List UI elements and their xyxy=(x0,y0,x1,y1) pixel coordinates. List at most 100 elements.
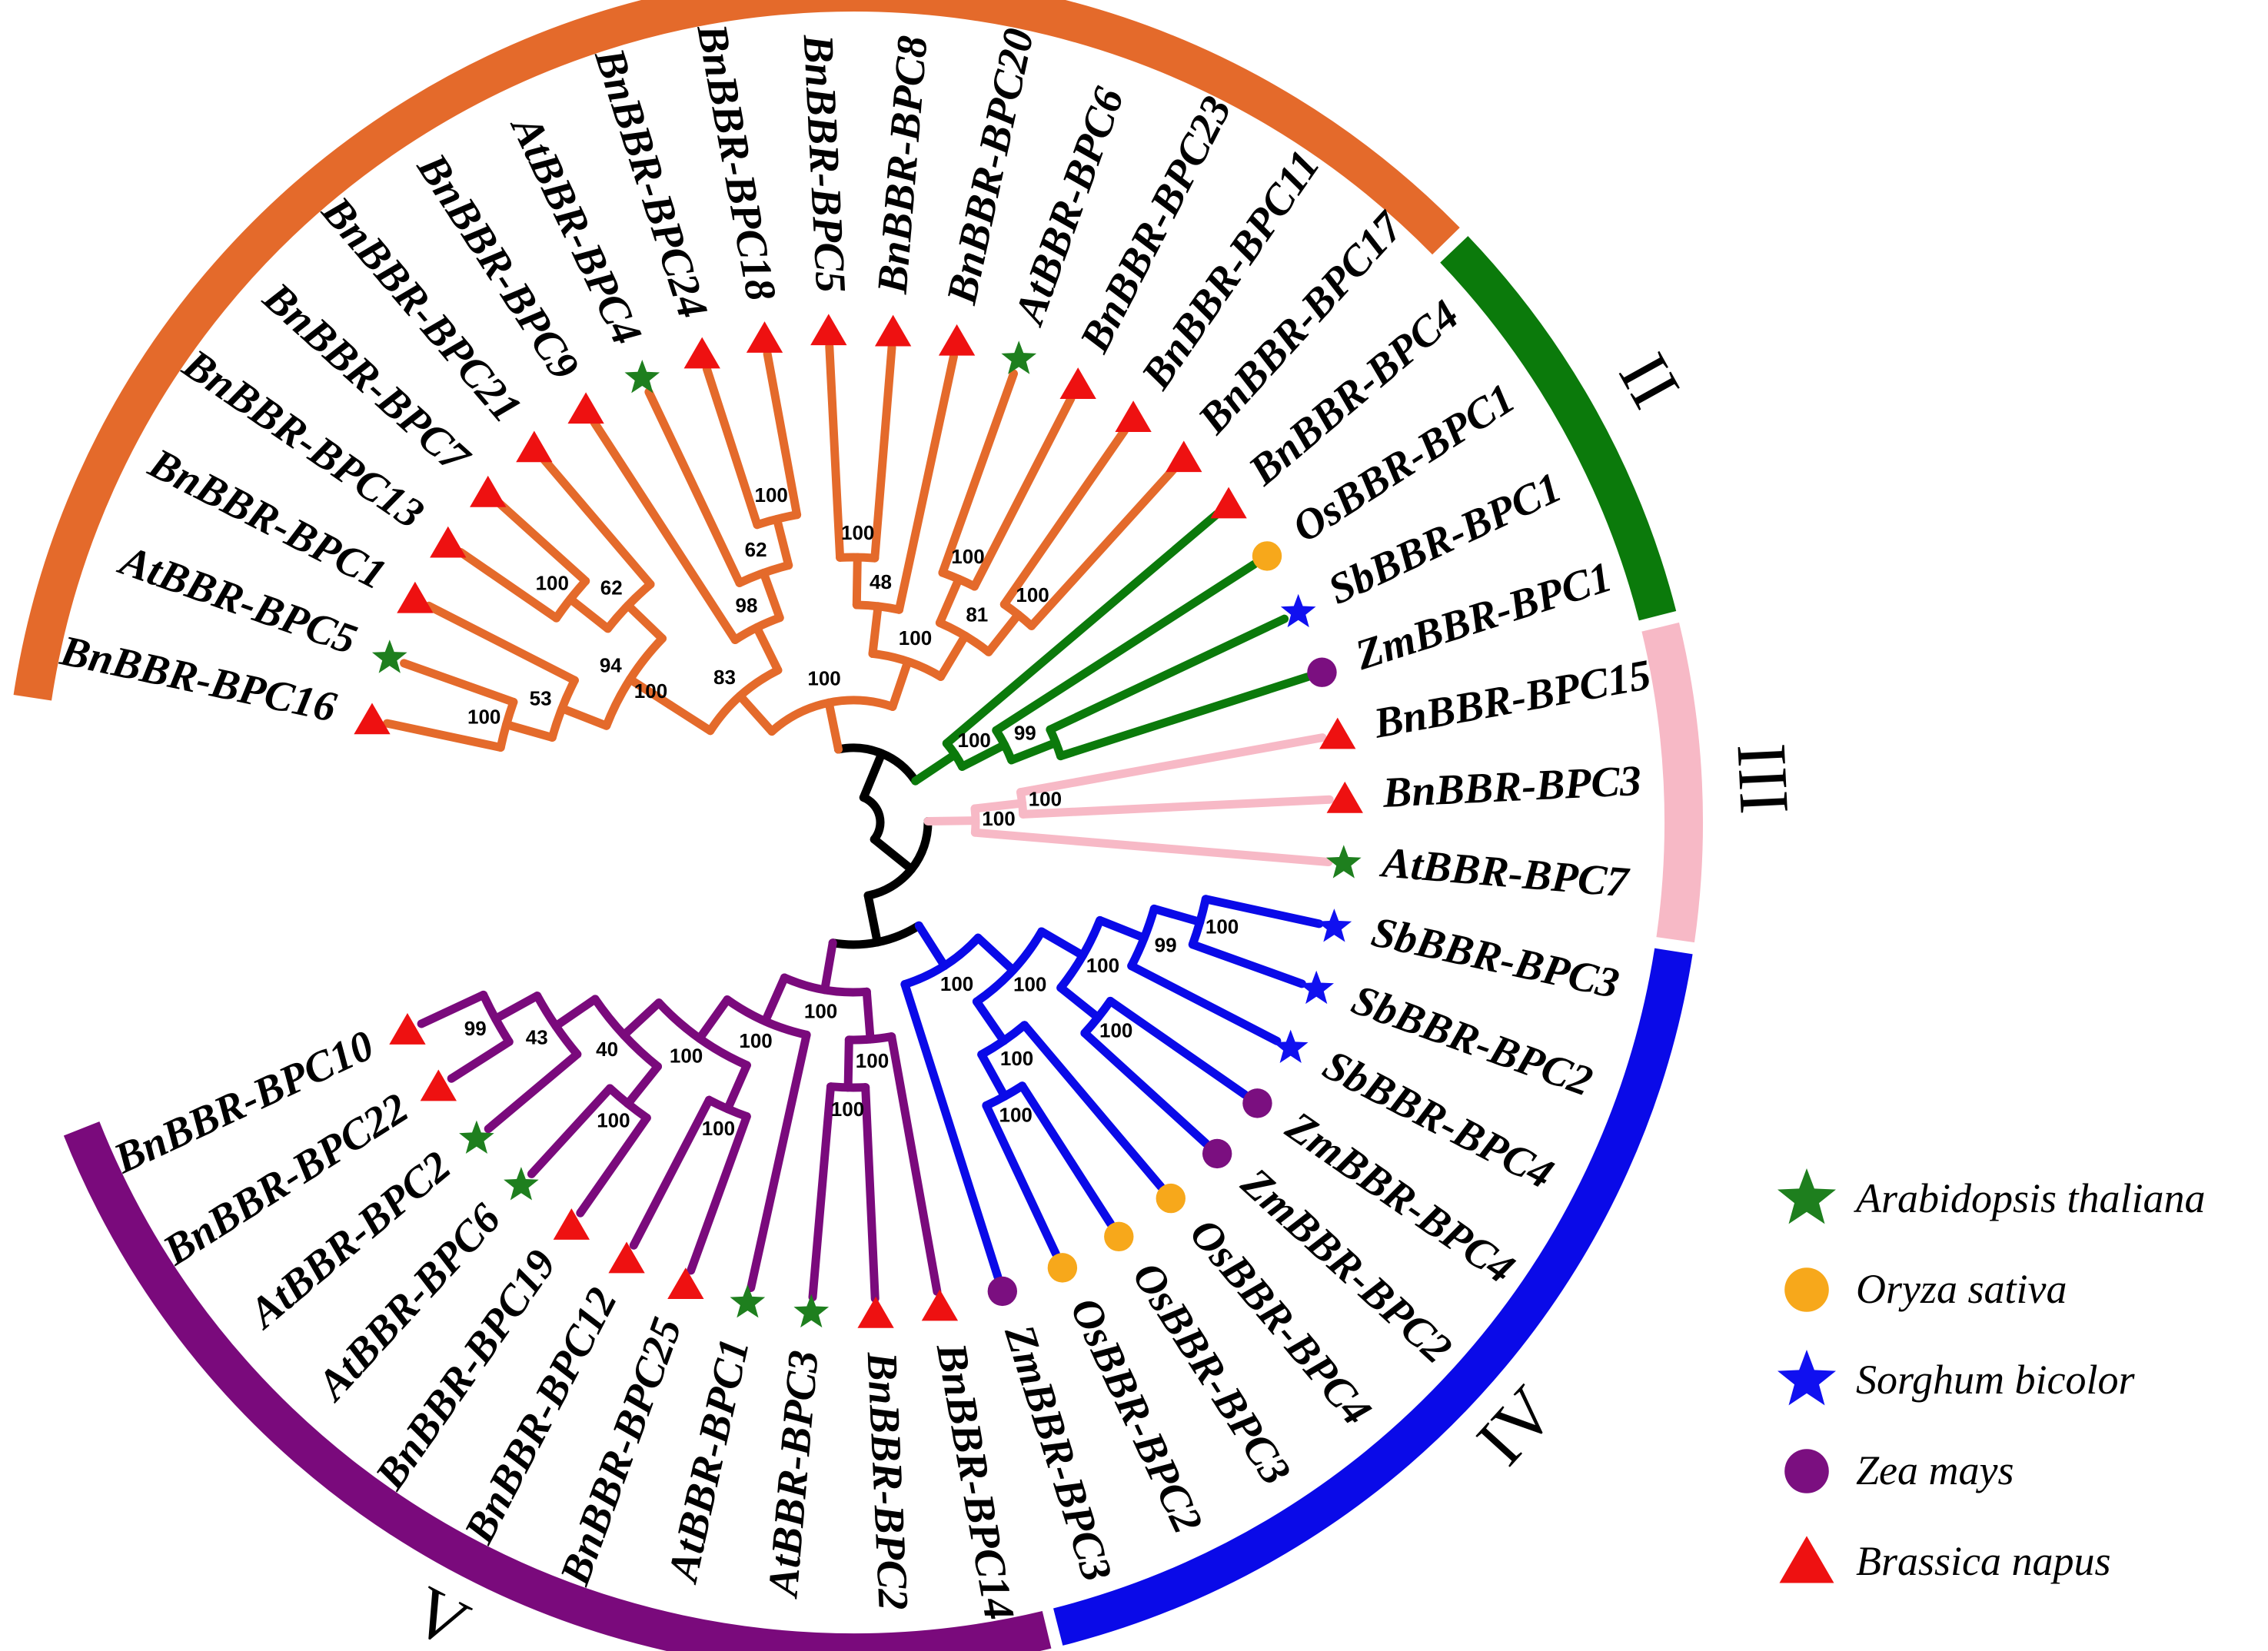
branch-segment xyxy=(970,799,1027,813)
branch-segment xyxy=(1056,983,1102,1022)
branch-segment xyxy=(736,691,777,736)
branch-segment xyxy=(942,510,1222,748)
clade-ring-III xyxy=(1641,622,1703,943)
species-marker-triangle-icon xyxy=(938,324,976,356)
bootstrap-value: 100 xyxy=(739,1029,772,1052)
bootstrap-value: 100 xyxy=(467,705,500,728)
species-marker-triangle-icon xyxy=(420,1069,457,1101)
bootstrap-value: 100 xyxy=(1205,915,1239,938)
branch-segment xyxy=(862,987,875,1044)
species-marker-star-icon xyxy=(1299,970,1334,1005)
branch-segment xyxy=(977,1050,1009,1101)
branch-segment xyxy=(938,369,1018,577)
branch-arc xyxy=(972,927,1046,1006)
branch-segment xyxy=(1046,614,1289,734)
bootstrap-value: 62 xyxy=(600,576,623,600)
bootstrap-value: 100 xyxy=(1086,954,1119,977)
bootstrap-value: 100 xyxy=(982,807,1015,830)
branch-segment xyxy=(624,601,667,643)
branch-segment xyxy=(417,990,488,1028)
branch-arc xyxy=(826,1082,870,1092)
branch-segment xyxy=(1149,904,1205,926)
species-marker-star-icon xyxy=(1326,845,1362,879)
species-marker-triangle-icon xyxy=(1059,367,1096,399)
species-marker-triangle-icon xyxy=(1319,717,1356,749)
branch-segment xyxy=(1037,927,1087,960)
branch-segment xyxy=(1201,895,1324,928)
branch-segment xyxy=(984,610,1023,656)
branch-arc xyxy=(859,793,885,844)
branch-segment xyxy=(895,352,958,614)
branch-segment xyxy=(859,749,886,802)
species-marker-triangle-icon xyxy=(516,430,553,463)
branch-segment xyxy=(1188,940,1306,988)
branch-segment xyxy=(824,698,843,754)
branch-segment xyxy=(723,1061,751,1114)
bootstrap-value: 100 xyxy=(999,1103,1033,1126)
legend-item: Brassica napus xyxy=(1768,1516,2260,1606)
species-marker-triangle-icon xyxy=(354,703,391,735)
legend-star-icon xyxy=(1777,1168,1836,1224)
branch-segment xyxy=(557,704,611,730)
branch-segment xyxy=(1007,738,1060,765)
branch-segment xyxy=(1027,465,1178,630)
species-marker-triangle-icon xyxy=(430,526,467,558)
clade-ring xyxy=(13,0,1703,1651)
bootstrap-values: 100 53 100 62 94 100 100 62 98 83 100 48 100 100 81 100… xyxy=(464,483,1239,1140)
branch-segment xyxy=(1018,1081,1115,1228)
branch-segment xyxy=(852,553,862,610)
legend-item: Arabidopsis thaliana xyxy=(1768,1153,2260,1244)
species-marker-triangle-icon xyxy=(470,475,507,507)
species-marker-triangle-icon xyxy=(810,314,847,346)
branch-segment xyxy=(914,921,949,971)
branch-arc xyxy=(852,600,903,614)
bootstrap-value: 100 xyxy=(807,667,840,690)
branch-segment xyxy=(935,574,963,627)
bootstrap-value: 98 xyxy=(736,593,758,616)
species-marker-triangle-icon xyxy=(921,1289,959,1321)
branch-segment xyxy=(527,1084,614,1178)
bootstrap-value: 100 xyxy=(831,1098,864,1121)
tree-branches xyxy=(383,342,1334,1303)
branch-segment xyxy=(576,1113,651,1217)
bootstrap-value: 100 xyxy=(899,626,932,649)
branch-segment xyxy=(702,364,762,530)
legend-species-name: Brassica napus xyxy=(1856,1538,2111,1584)
species-marker-triangle-icon xyxy=(553,1208,590,1240)
legend-circle-icon xyxy=(1784,1449,1829,1493)
branch-arc xyxy=(590,995,662,1071)
bootstrap-value: 100 xyxy=(755,483,788,507)
bootstrap-value: 99 xyxy=(1014,721,1036,744)
bootstrap-value: 62 xyxy=(745,538,767,561)
branch-segment xyxy=(870,835,916,874)
branch-segment xyxy=(887,1032,942,1296)
branch-segment xyxy=(752,623,783,675)
taxon-label: BnBBR-BPC2 xyxy=(858,1350,917,1612)
branch-arc xyxy=(654,998,751,1070)
branch-segment xyxy=(1016,733,1327,797)
branch-arc xyxy=(479,990,514,1046)
legend-species-name: Arabidopsis thaliana xyxy=(1856,1175,2206,1221)
branch-arc xyxy=(900,933,983,989)
bootstrap-value: 100 xyxy=(1000,1047,1033,1070)
branch-segment xyxy=(1127,962,1282,1045)
bootstrap-value: 100 xyxy=(841,521,874,544)
branch-segment xyxy=(843,1035,853,1092)
species-marker-star-icon xyxy=(1280,593,1316,628)
species-marker-triangle-icon xyxy=(667,1267,704,1300)
branch-segment xyxy=(999,426,1129,609)
branch-segment xyxy=(456,548,561,623)
branch-segment xyxy=(687,1112,751,1275)
branch-arc xyxy=(1056,915,1105,992)
species-marker-triangle-icon xyxy=(1115,400,1152,433)
species-legend: Arabidopsis thaliana Oryza sativa Sorghum … xyxy=(1768,1153,2260,1606)
species-marker-circle-icon xyxy=(1242,1088,1272,1118)
branch-segment xyxy=(820,938,837,995)
species-marker-circle-icon xyxy=(1307,657,1337,687)
branch-arc xyxy=(868,649,946,681)
legend-star-icon xyxy=(1777,1350,1836,1406)
species-marker-star-icon xyxy=(371,639,407,673)
species-marker-triangle-icon xyxy=(397,581,434,613)
branch-arc xyxy=(767,696,897,736)
